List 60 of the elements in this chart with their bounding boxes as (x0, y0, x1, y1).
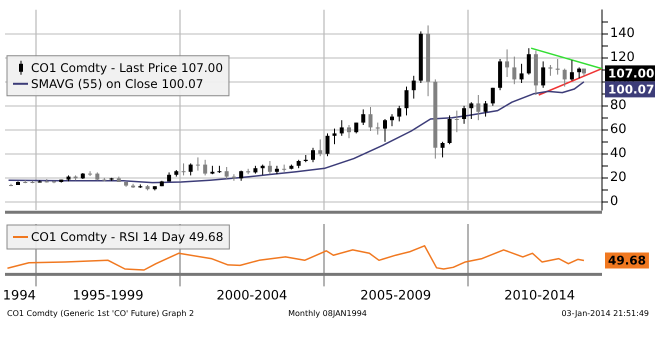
x-tick-label: 1995-1999 (72, 288, 144, 304)
legend-label: CO1 Comdty - Last Price 107.00 (31, 60, 223, 75)
candlestick (484, 100, 488, 118)
candlestick (188, 162, 193, 176)
candlestick (282, 164, 286, 172)
candlestick (332, 128, 336, 145)
y-tick-label: 140 (610, 26, 635, 42)
candlestick (577, 66, 582, 79)
y-tick-label: 120 (610, 50, 635, 66)
candlestick (440, 141, 445, 158)
candlestick (361, 108, 366, 126)
candlestick (570, 60, 574, 82)
y-tick-label: 60 (610, 122, 627, 138)
candlestick (196, 156, 200, 172)
y-tick-label: 40 (610, 146, 627, 162)
candlestick (203, 159, 208, 176)
candlestick (310, 147, 315, 163)
text: CO1 Comdty (Generic 1st 'CO' Future) Graph 2 (7, 309, 194, 318)
legend-label: SMAVG (55) on Close 100.07 (31, 76, 204, 91)
candlestick (541, 60, 546, 88)
candlestick (476, 94, 480, 121)
candlestick (340, 120, 344, 136)
candlestick (224, 166, 229, 180)
text: 03-Jan-2014 21:51:49 (561, 309, 649, 318)
candlestick (268, 160, 272, 175)
y-tick-label: 80 (610, 98, 627, 114)
x-tick-label: 2010-2014 (504, 288, 576, 304)
text: 100.07 (608, 82, 654, 97)
candlestick (390, 114, 394, 127)
text: 49.68 (608, 254, 646, 268)
candlestick (182, 162, 186, 176)
y-tick-label: 0 (610, 194, 618, 210)
candlestick (526, 48, 531, 76)
candlestick (325, 132, 330, 157)
candlestick (397, 105, 402, 122)
candlestick (556, 58, 560, 76)
candlestick (346, 124, 351, 139)
x-tick-label: 1994 (2, 288, 36, 304)
candlestick (454, 110, 459, 133)
candlestick (562, 68, 567, 88)
candlestick (412, 75, 416, 100)
text: Monthly 08JAN1994 (288, 309, 367, 318)
text: 107.00 (608, 66, 654, 81)
candlestick (448, 114, 452, 145)
candlestick (490, 87, 495, 106)
x-tick-label: 2005-2009 (360, 288, 432, 304)
candlestick (505, 48, 510, 78)
candlestick (368, 106, 372, 132)
candlestick (404, 86, 408, 116)
candlestick (239, 170, 244, 182)
candlestick (382, 118, 387, 142)
legend-label: CO1 Comdty - RSI 14 Day 49.68 (31, 230, 224, 244)
candlestick (469, 102, 474, 120)
candlestick (520, 63, 524, 84)
x-tick-label: 2000-2004 (216, 288, 288, 304)
candlestick (462, 105, 466, 124)
candlestick (512, 56, 516, 85)
candlestick (318, 138, 322, 157)
y-tick-label: 20 (610, 170, 627, 186)
candlestick (354, 122, 358, 134)
